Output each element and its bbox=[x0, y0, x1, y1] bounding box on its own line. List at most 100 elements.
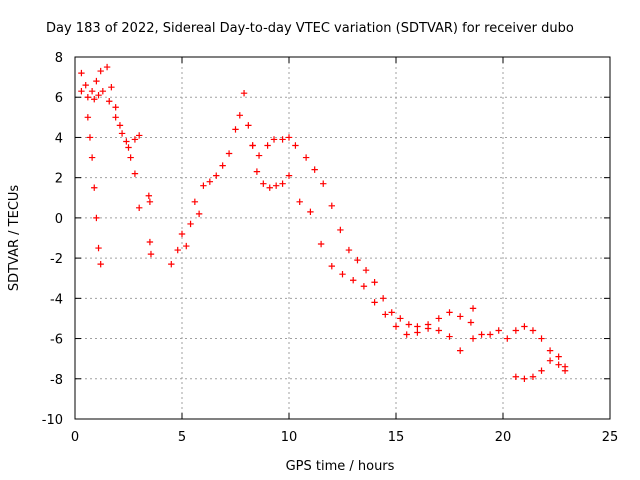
data-point bbox=[219, 162, 226, 169]
data-point bbox=[285, 134, 293, 141]
data-point bbox=[504, 335, 511, 342]
data-point bbox=[99, 87, 107, 95]
data-point bbox=[93, 214, 100, 222]
data-point bbox=[307, 208, 314, 216]
data-point bbox=[82, 81, 89, 89]
data-point bbox=[328, 202, 335, 210]
x-tick-label: 5 bbox=[178, 430, 186, 445]
data-point bbox=[362, 266, 370, 274]
data-point bbox=[116, 122, 124, 129]
data-point bbox=[106, 98, 113, 105]
data-point bbox=[245, 122, 252, 129]
data-point bbox=[478, 331, 485, 338]
x-tick-label: 15 bbox=[388, 430, 405, 445]
data-point bbox=[279, 180, 286, 187]
plot-frame bbox=[74, 56, 611, 420]
data-point bbox=[91, 96, 98, 103]
data-point bbox=[486, 331, 494, 338]
data-point bbox=[78, 87, 85, 95]
data-point bbox=[495, 327, 502, 334]
data-point bbox=[88, 154, 96, 161]
data-point bbox=[136, 132, 143, 139]
y-tick-label: -6 bbox=[50, 333, 63, 348]
data-point bbox=[147, 250, 155, 258]
data-point bbox=[145, 192, 153, 199]
x-tick-label: 20 bbox=[495, 430, 512, 445]
data-point bbox=[95, 92, 102, 99]
grid-lines bbox=[75, 57, 610, 419]
data-point bbox=[84, 114, 92, 121]
data-point bbox=[512, 373, 520, 380]
data-point bbox=[521, 323, 528, 330]
data-point bbox=[379, 295, 387, 302]
data-point bbox=[178, 230, 186, 238]
data-point bbox=[125, 144, 132, 151]
y-axis-label: SDTVAR / TECUs bbox=[7, 185, 22, 292]
data-point bbox=[86, 134, 94, 141]
data-point bbox=[311, 166, 318, 173]
data-point bbox=[240, 90, 248, 97]
data-point bbox=[345, 246, 353, 254]
axis-ticks: 0 5 10 15 20 25 -10 -8 -6 -4 -2 0 2 4 6 8 bbox=[42, 51, 619, 445]
data-point bbox=[249, 142, 256, 149]
data-point bbox=[538, 335, 545, 342]
data-point bbox=[112, 104, 119, 111]
data-point bbox=[403, 331, 410, 338]
y-tick-label: 0 bbox=[55, 212, 63, 227]
data-point bbox=[191, 198, 199, 205]
data-point bbox=[255, 152, 263, 159]
data-point bbox=[546, 347, 554, 354]
data-point bbox=[270, 136, 278, 143]
data-point bbox=[266, 184, 273, 191]
data-point bbox=[435, 327, 442, 334]
data-point bbox=[112, 114, 119, 121]
data-point bbox=[371, 299, 378, 306]
data-point bbox=[253, 168, 261, 175]
data-point bbox=[97, 67, 104, 75]
data-point bbox=[264, 142, 271, 149]
data-point bbox=[414, 329, 421, 336]
data-point bbox=[512, 327, 520, 334]
data-point bbox=[529, 327, 537, 334]
data-point bbox=[127, 154, 134, 161]
data-point bbox=[232, 126, 239, 133]
data-point bbox=[555, 353, 562, 360]
data-point bbox=[131, 170, 139, 177]
data-point bbox=[371, 279, 378, 286]
data-point bbox=[131, 136, 139, 143]
data-point bbox=[521, 375, 528, 382]
data-point bbox=[538, 367, 545, 374]
data-point bbox=[97, 260, 104, 268]
data-points bbox=[78, 63, 569, 382]
data-point bbox=[457, 313, 464, 320]
data-point bbox=[236, 112, 243, 119]
chart-title: Day 183 of 2022, Sidereal Day-to-day VTE… bbox=[46, 21, 574, 36]
data-point bbox=[424, 325, 432, 332]
data-point bbox=[350, 277, 357, 284]
y-tick-label: -2 bbox=[50, 252, 63, 267]
data-point bbox=[397, 315, 404, 322]
data-point bbox=[469, 335, 477, 342]
data-point bbox=[146, 198, 154, 205]
data-point bbox=[405, 321, 413, 328]
data-point bbox=[206, 178, 214, 185]
data-point bbox=[337, 226, 344, 234]
data-point bbox=[91, 184, 98, 191]
data-point bbox=[103, 63, 111, 71]
x-axis-label: GPS time / hours bbox=[286, 459, 395, 474]
data-point bbox=[174, 246, 181, 254]
data-point bbox=[95, 244, 102, 252]
data-point bbox=[382, 311, 389, 318]
y-tick-label: -8 bbox=[50, 373, 63, 388]
data-point bbox=[296, 198, 303, 205]
x-tick-label: 10 bbox=[281, 430, 298, 445]
data-point bbox=[354, 256, 361, 264]
y-tick-label: -10 bbox=[42, 413, 63, 428]
data-point bbox=[225, 150, 233, 157]
data-point bbox=[302, 154, 310, 161]
data-point bbox=[213, 172, 220, 179]
data-point bbox=[360, 283, 368, 290]
data-point bbox=[123, 138, 130, 145]
data-point bbox=[388, 309, 395, 316]
